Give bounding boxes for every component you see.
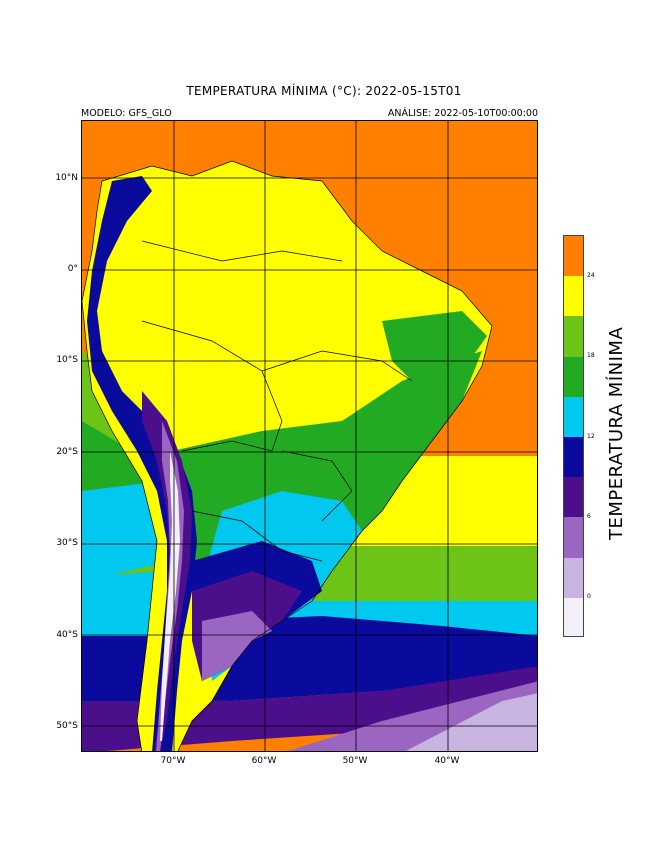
lat-label-10s: 10°S [56, 355, 78, 365]
colorbar-tick-24: 24 [587, 272, 595, 279]
map-title: TEMPERATURA MÍNIMA (°C): 2022-05-15T01 [186, 84, 462, 98]
analysis-label: ANÁLISE: 2022-05-10T00:00:00 [387, 108, 538, 119]
andes-white-peaks [160, 451, 180, 741]
model-label: MODELO: GFS_GLO [81, 108, 172, 119]
northeast-green-region [382, 311, 487, 381]
lat-label-10n: 10°N [55, 173, 78, 183]
lat-label-40s: 40°S [56, 630, 78, 640]
colorbar-segment [564, 477, 583, 518]
colorbar-segment [564, 236, 583, 277]
colorbar-tick-6: 6 [587, 513, 591, 520]
colorbar-tick-0: 0 [587, 593, 591, 600]
colorbar [563, 235, 584, 637]
lon-label-60w: 60°W [251, 756, 277, 766]
colorbar-segment [564, 557, 583, 598]
ocean-purple-band [82, 666, 537, 751]
colorbar-segment [564, 356, 583, 397]
lon-label-70w: 70°W [160, 756, 186, 766]
map-canvas [82, 121, 537, 751]
lat-label-50s: 50°S [56, 721, 78, 731]
borders [82, 160, 493, 751]
colorbar-segment [564, 597, 583, 636]
colorbar-tick-12: 12 [587, 433, 595, 440]
colorbar-segment [564, 517, 583, 558]
lat-label-0: 0° [67, 264, 78, 274]
colorbar-segment [564, 276, 583, 317]
temperature-map[interactable] [81, 120, 538, 752]
colorbar-segment [564, 436, 583, 478]
lat-label-30s: 30°S [56, 538, 78, 548]
colorbar-label: TEMPERATURA MÍNIMA [606, 326, 627, 540]
colorbar-tick-18: 18 [587, 352, 595, 359]
colorbar-segment [564, 316, 583, 357]
graticule [82, 121, 537, 751]
ocean-lavender-band [405, 693, 537, 751]
lon-label-40w: 40°W [434, 756, 460, 766]
lon-label-50w: 50°W [342, 756, 368, 766]
patagonia-violet-region [202, 611, 272, 681]
lat-label-20s: 20°S [56, 447, 78, 457]
colorbar-segment [564, 396, 583, 437]
